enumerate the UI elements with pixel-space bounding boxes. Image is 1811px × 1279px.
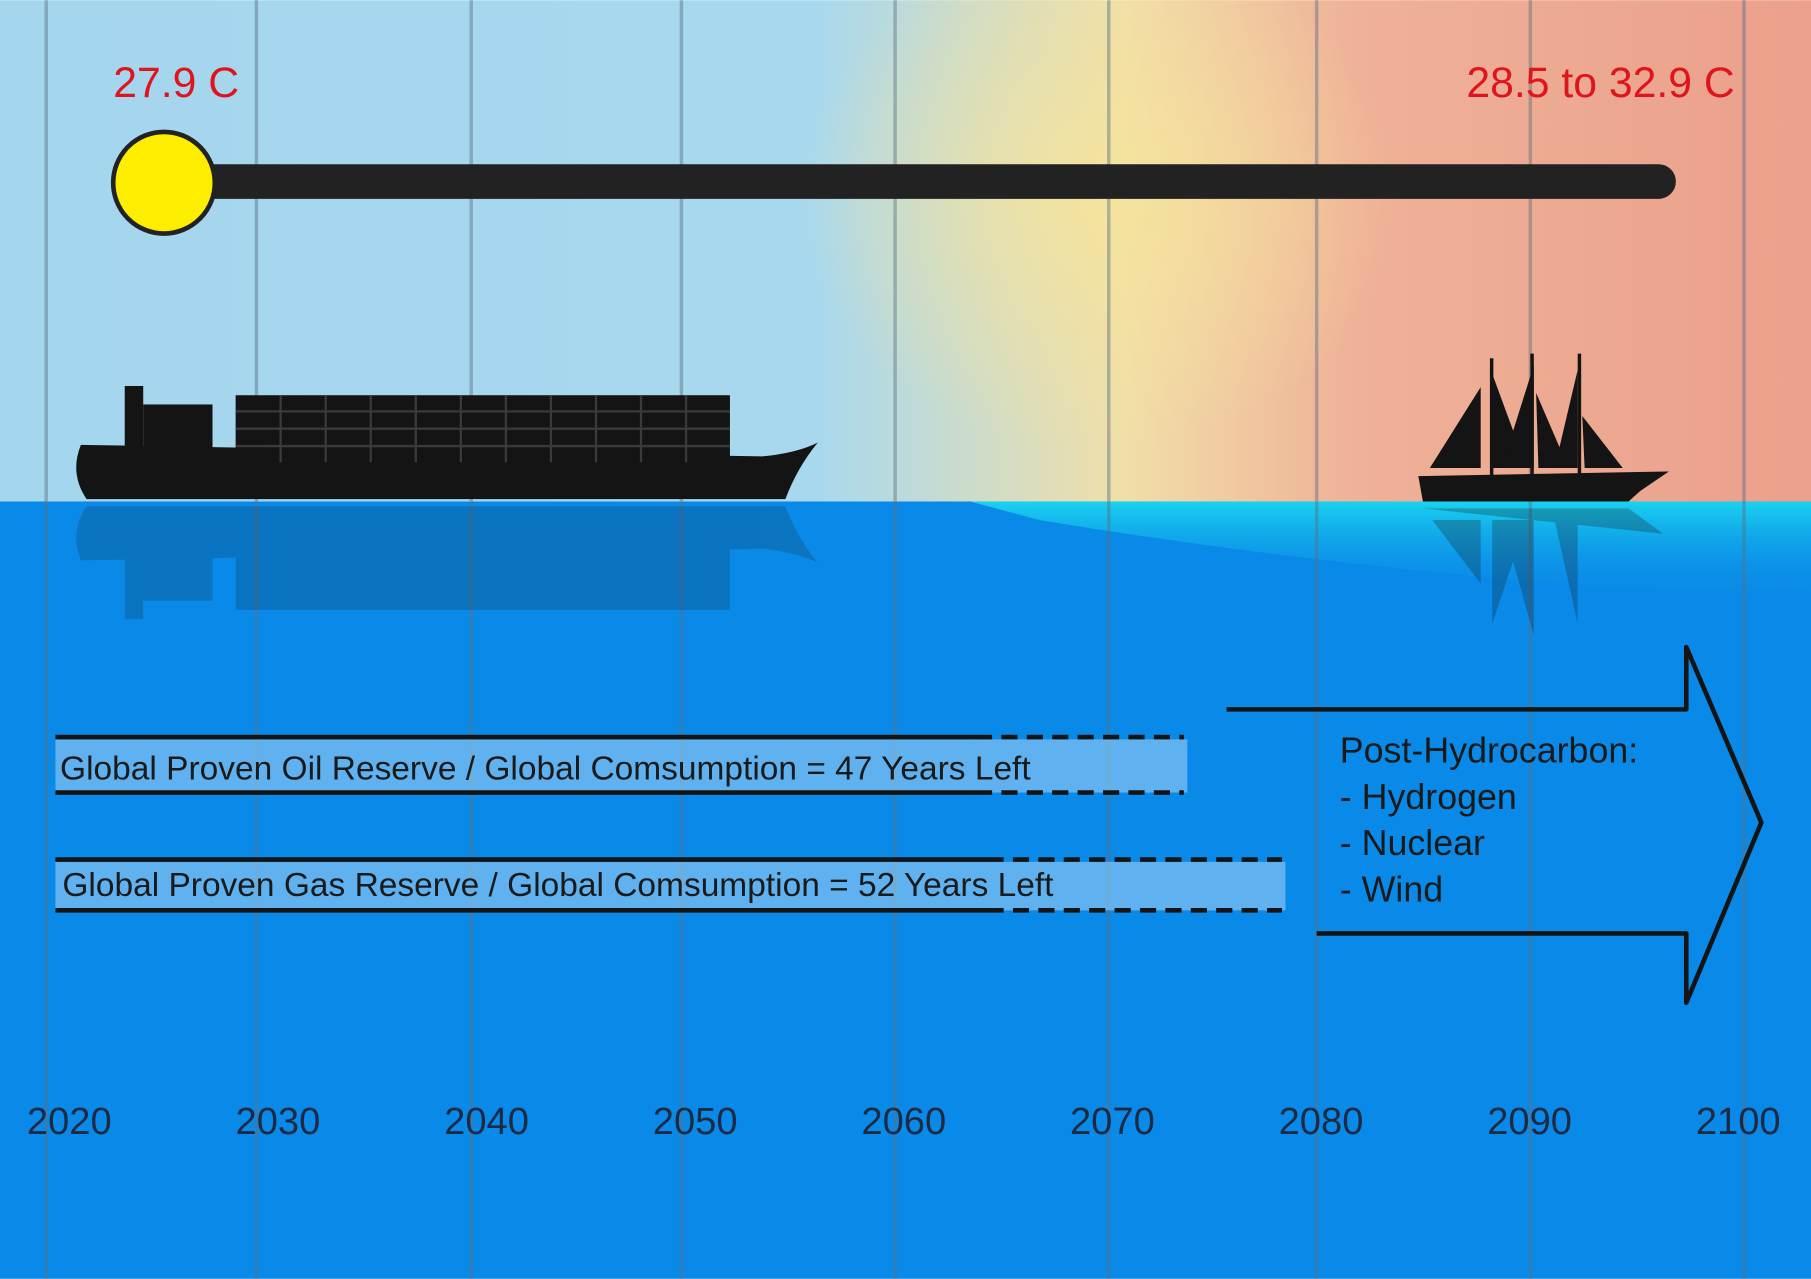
year-label: 2080: [1279, 1101, 1364, 1143]
year-label: 2020: [27, 1101, 112, 1143]
sun-glow: [797, 0, 1398, 451]
gas-bar-fill: [55, 861, 1286, 911]
year-label: 2100: [1696, 1101, 1781, 1143]
temp-now: 27.9 C: [113, 59, 239, 107]
container-lines: [235, 395, 730, 463]
future-item: - Hydrogen: [1340, 777, 1517, 817]
year-label: 2060: [861, 1101, 946, 1143]
gas-bar: [55, 857, 1283, 913]
future-arrow: [1226, 644, 1764, 1006]
future-title: Post-Hydrocarbon:: [1340, 731, 1638, 771]
year-label: 2030: [236, 1101, 321, 1143]
sailboat: [1418, 353, 1669, 502]
temp-future: 28.5 to 32.9 C: [1466, 59, 1734, 107]
ship-reflection: [76, 506, 818, 620]
horizon-glow: [970, 501, 1811, 601]
future-items: - Hydrogen - Nuclear - Wind: [1340, 777, 1517, 909]
thermometer-bulb: [110, 129, 218, 236]
year-label: 2090: [1487, 1101, 1572, 1143]
year-label: 2050: [653, 1101, 738, 1143]
grid-stripes: [44, 0, 1746, 1279]
oil-bar-fill: [55, 739, 1188, 793]
future-item: - Wind: [1340, 869, 1443, 909]
oil-reserve-label: Global Proven Oil Reserve / Global Comsu…: [60, 750, 1031, 787]
oil-bar: [55, 734, 1184, 795]
gas-reserve-label: Global Proven Gas Reserve / Global Comsu…: [62, 867, 1054, 904]
future-item: - Nuclear: [1340, 823, 1485, 863]
timeline: 2020 2030 2040 2050 2060 2070 2080 2090 2100: [27, 1101, 1781, 1143]
year-label: 2040: [444, 1101, 529, 1143]
year-label: 2070: [1070, 1101, 1155, 1143]
